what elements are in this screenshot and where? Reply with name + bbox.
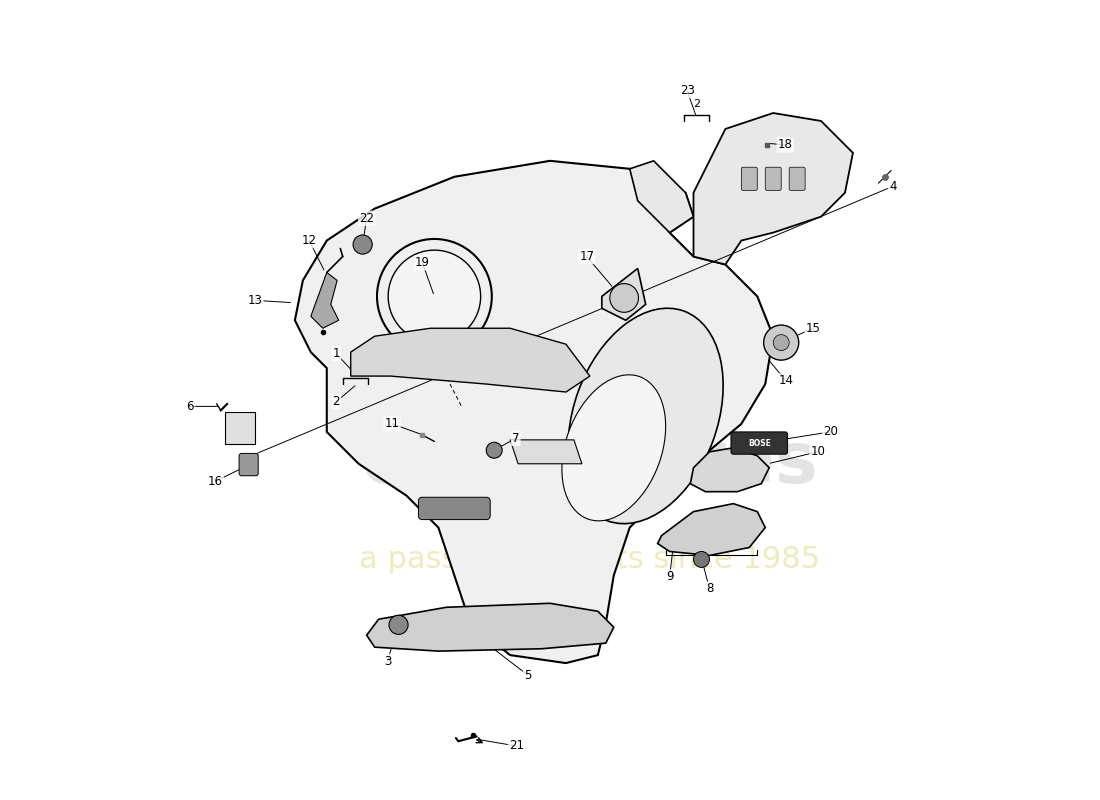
Polygon shape: [510, 440, 582, 464]
Ellipse shape: [562, 375, 666, 521]
Circle shape: [609, 284, 638, 312]
Text: 12: 12: [301, 234, 317, 247]
Text: 21: 21: [509, 739, 524, 753]
Polygon shape: [311, 273, 339, 328]
Text: 8: 8: [706, 582, 713, 595]
FancyBboxPatch shape: [789, 167, 805, 190]
Text: 16: 16: [208, 475, 222, 488]
Text: 2: 2: [693, 99, 701, 109]
Ellipse shape: [569, 308, 723, 524]
Circle shape: [389, 615, 408, 634]
Text: BOSE: BOSE: [748, 438, 771, 447]
Text: 1: 1: [332, 347, 340, 360]
FancyBboxPatch shape: [224, 412, 255, 444]
Text: 13: 13: [248, 294, 263, 307]
Text: 14: 14: [779, 374, 793, 387]
Text: 6: 6: [186, 400, 194, 413]
Text: 11: 11: [385, 418, 399, 430]
Circle shape: [763, 325, 799, 360]
Text: a passion for parts since 1985: a passion for parts since 1985: [360, 545, 821, 574]
Text: 22: 22: [359, 212, 374, 225]
Text: 7: 7: [512, 432, 519, 445]
FancyBboxPatch shape: [766, 167, 781, 190]
Circle shape: [486, 442, 503, 458]
Text: 3: 3: [384, 655, 392, 668]
Text: 19: 19: [415, 256, 430, 270]
Polygon shape: [366, 603, 614, 651]
Text: 17: 17: [580, 250, 594, 263]
Text: 18: 18: [778, 138, 793, 151]
Text: 23: 23: [680, 84, 694, 97]
FancyBboxPatch shape: [239, 454, 258, 476]
Text: 5: 5: [524, 669, 531, 682]
Polygon shape: [602, 269, 646, 320]
FancyBboxPatch shape: [732, 432, 788, 454]
Text: eurospares: eurospares: [362, 430, 818, 498]
Polygon shape: [629, 161, 693, 233]
Circle shape: [353, 235, 372, 254]
Circle shape: [388, 250, 481, 342]
Polygon shape: [691, 448, 769, 492]
Circle shape: [773, 334, 789, 350]
Text: 9: 9: [666, 570, 673, 583]
Text: 4: 4: [889, 180, 896, 193]
Polygon shape: [295, 161, 773, 663]
Text: 15: 15: [805, 322, 821, 334]
Polygon shape: [658, 504, 766, 555]
Text: 10: 10: [811, 446, 825, 458]
FancyBboxPatch shape: [418, 498, 491, 519]
FancyBboxPatch shape: [741, 167, 757, 190]
Polygon shape: [351, 328, 590, 392]
Text: 20: 20: [823, 426, 838, 438]
Circle shape: [693, 551, 710, 567]
Text: 2: 2: [332, 395, 340, 408]
Polygon shape: [693, 113, 852, 265]
